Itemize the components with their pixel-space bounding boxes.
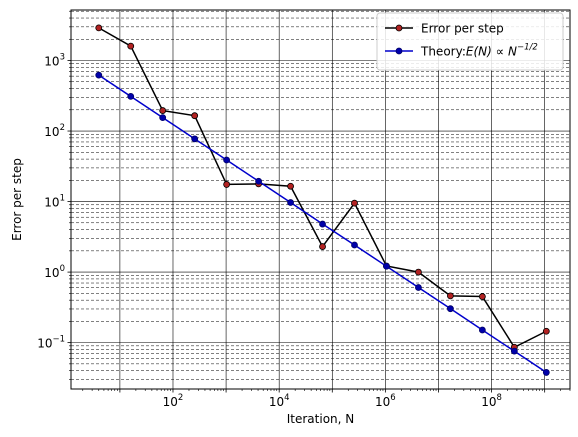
- x-axis-label: Iteration, N: [287, 412, 355, 426]
- data-point: [478, 293, 486, 300]
- data-point: [255, 177, 263, 185]
- x-tick-label: 102: [163, 393, 184, 409]
- legend-label: Theory:E(N) ∝ N−1/2: [420, 43, 538, 59]
- series-1: [95, 71, 550, 376]
- data-point: [159, 114, 167, 122]
- grid: [71, 10, 570, 389]
- y-tick-label: 103: [44, 52, 65, 68]
- y-tick-label: 10−1: [37, 335, 65, 351]
- series-0: [95, 24, 550, 351]
- y-axis-label: Error per step: [10, 158, 24, 241]
- y-tick-label: 102: [44, 123, 65, 139]
- data-point: [383, 262, 390, 270]
- data-point: [223, 181, 231, 188]
- y-tick-label: 100: [44, 264, 65, 280]
- data-point: [191, 112, 199, 120]
- legend-box: [376, 12, 564, 71]
- data-point: [223, 156, 231, 164]
- legend-label: Error per step: [421, 22, 504, 36]
- x-tick-label: 104: [269, 393, 290, 409]
- data-point: [542, 369, 550, 376]
- legend-marker: [395, 24, 403, 32]
- x-tick-label: 106: [375, 393, 396, 409]
- data-point: [287, 199, 294, 206]
- data-point: [319, 220, 326, 228]
- data-point: [95, 24, 103, 32]
- data-point: [287, 182, 294, 190]
- data-point: [447, 305, 454, 313]
- data-point: [191, 135, 199, 143]
- data-point: [415, 284, 422, 291]
- legend: Error per step Theory:E(N) ∝ N−1/2: [376, 12, 564, 71]
- data-point: [478, 326, 486, 334]
- data-point: [415, 268, 422, 276]
- data-point: [319, 243, 326, 250]
- series-layer: [95, 24, 550, 376]
- series-line: [98, 27, 547, 349]
- data-point: [510, 347, 518, 355]
- data-point: [542, 327, 550, 335]
- data-point: [447, 292, 454, 300]
- data-point: [95, 71, 103, 79]
- legend-marker: [395, 47, 403, 55]
- data-point: [159, 107, 167, 114]
- x-tick-label: 108: [481, 393, 502, 409]
- data-point: [351, 241, 358, 249]
- data-point: [127, 92, 135, 100]
- data-point: [351, 199, 358, 207]
- y-tick-label: 101: [44, 194, 65, 210]
- data-point: [127, 42, 135, 50]
